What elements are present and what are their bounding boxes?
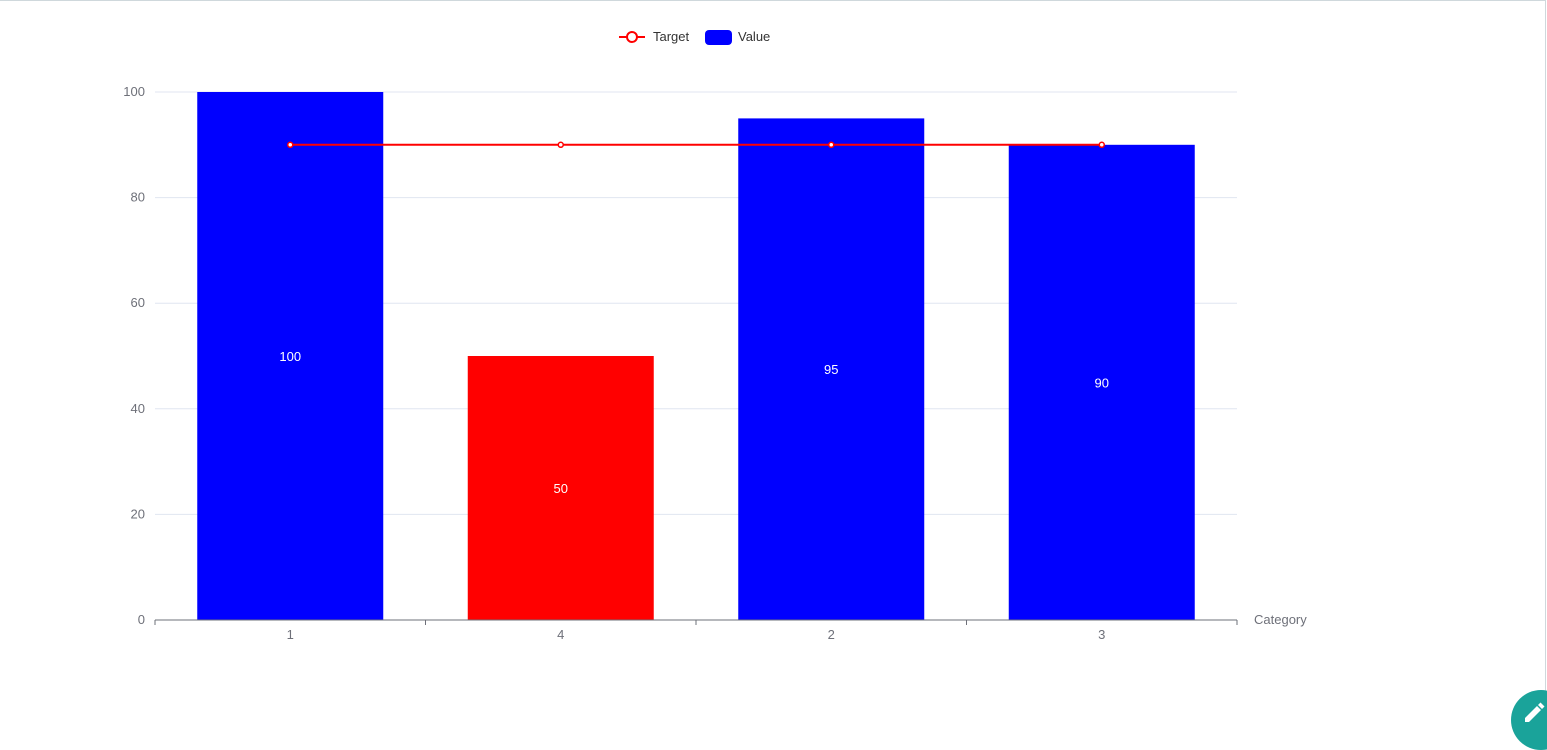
target-point[interactable] [1098, 141, 1105, 149]
y-tick-label: 60 [131, 295, 145, 310]
bar-value-label: 50 [554, 481, 568, 496]
x-tick-label: 3 [1098, 627, 1105, 642]
legend-item-target[interactable]: Target [619, 29, 690, 44]
x-tick-label: 4 [557, 627, 564, 642]
legend: Target Value [619, 29, 770, 45]
pencil-icon [1525, 702, 1545, 722]
y-tick-label: 100 [123, 84, 145, 99]
bar-value-label: 100 [279, 349, 301, 364]
axes: 0 20 40 60 80 100 1 4 2 3 [123, 84, 1238, 642]
target-series [287, 141, 1105, 149]
bar-value-label: 95 [824, 362, 838, 377]
y-tick-label: 20 [131, 506, 145, 521]
x-tick-label: 2 [828, 627, 835, 642]
target-point[interactable] [828, 141, 835, 149]
data-labels: 100 50 95 90 [279, 349, 1109, 496]
x-tick-label: 1 [287, 627, 294, 642]
bar-series [197, 92, 1195, 621]
legend-item-value[interactable]: Value [705, 29, 770, 45]
target-point[interactable] [557, 141, 564, 149]
y-tick-label: 40 [131, 401, 145, 416]
bar-value-label: 90 [1095, 375, 1109, 390]
x-axis-title: Category [1254, 612, 1307, 627]
legend-value-label: Value [738, 29, 770, 44]
bar[interactable] [467, 356, 654, 620]
legend-value-swatch-icon [705, 30, 732, 45]
bar[interactable] [197, 92, 384, 620]
bar[interactable] [738, 118, 925, 621]
legend-target-marker-icon [626, 31, 638, 43]
target-point[interactable] [287, 141, 294, 149]
legend-target-label: Target [653, 29, 690, 44]
y-tick-label: 80 [131, 190, 145, 205]
bar[interactable] [1008, 144, 1195, 621]
y-tick-label: 0 [138, 612, 145, 627]
